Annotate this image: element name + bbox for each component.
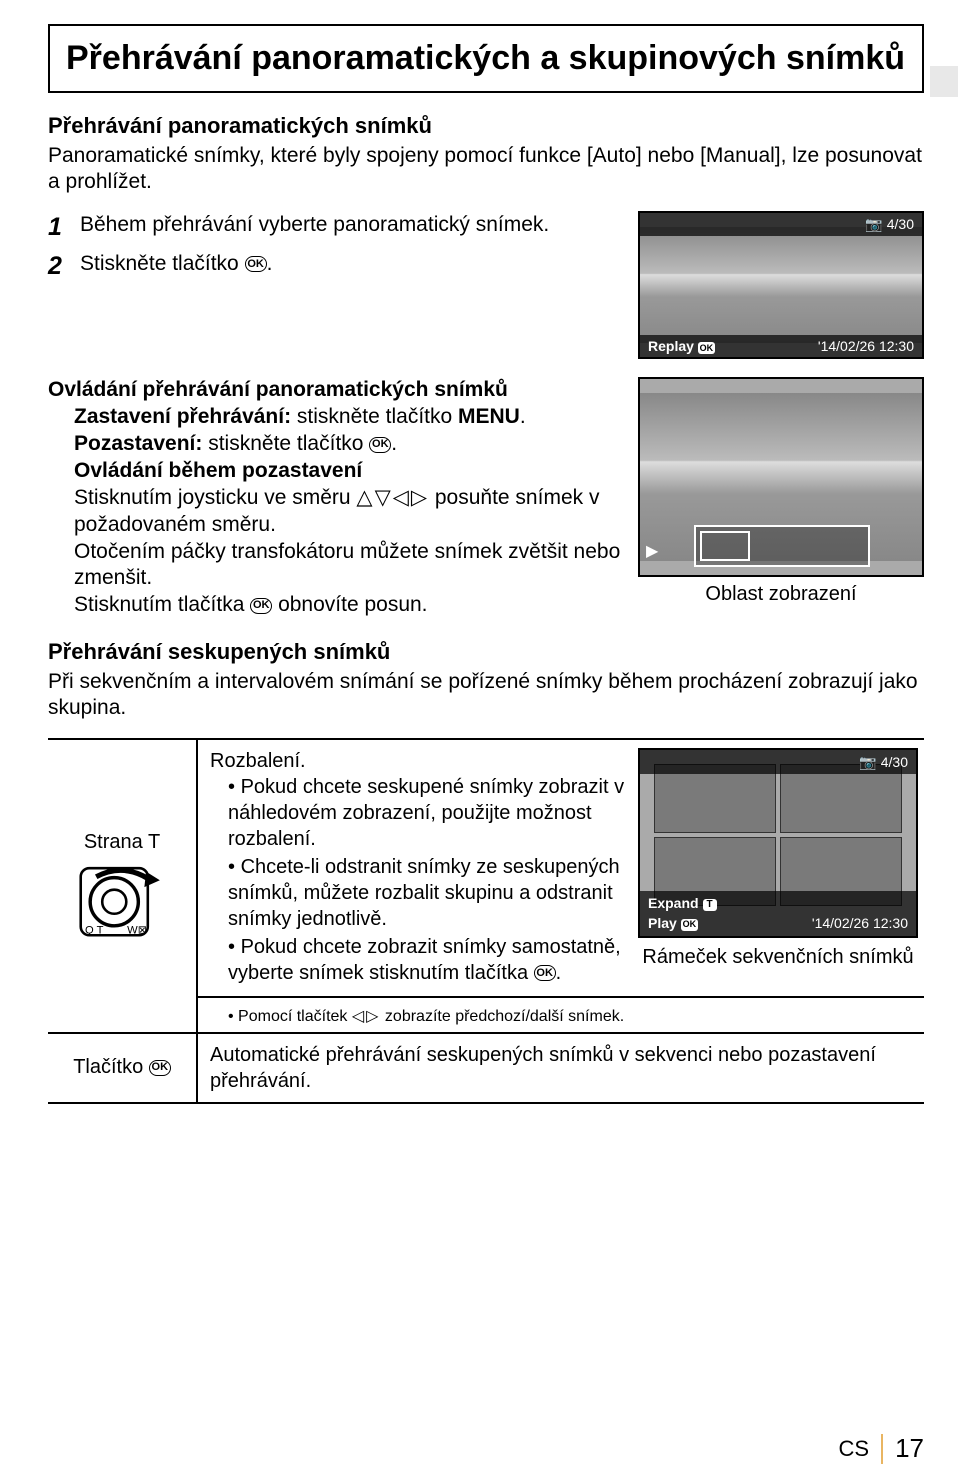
thumb-status-bar: Expand T Play OK '14/02/26 12:30 <box>640 891 916 935</box>
svg-text:W⊠: W⊠ <box>127 925 147 937</box>
zoom-dial-icon: Q T W⊠ <box>79 860 165 940</box>
step-1: 1 Během přehrávání vyberte panoramatický… <box>48 211 626 244</box>
resume-control: Stisknutím tlačítka OK obnovíte posun. <box>74 592 626 619</box>
datetime-label: '14/02/26 12:30 <box>818 338 914 354</box>
lang-code: CS <box>839 1436 870 1462</box>
thumb-counter-bar: 📷 4/30 <box>640 750 916 774</box>
title-text: Přehrávání panoramatických a skupinových… <box>66 39 905 77</box>
pause-control: Pozastavení: stiskněte tlačítko OK. <box>74 431 626 458</box>
svg-text:Q T: Q T <box>85 925 104 937</box>
ok-icon: OK <box>698 342 715 354</box>
replay-label: Replay <box>648 338 694 354</box>
table-row-2-left: Tlačítko OK <box>48 1034 198 1102</box>
section1-intro: Panoramatické snímky, které byly spojeny… <box>48 143 924 196</box>
auto-play-text: Automatické přehrávání seskupených snímk… <box>210 1042 918 1094</box>
controls-table: Strana T Q T W⊠ <box>48 738 924 1104</box>
play-label: Play <box>648 915 677 931</box>
step-number: 2 <box>48 250 70 283</box>
thumbnail-caption: Rámeček sekvenčních snímků <box>638 944 918 970</box>
ok-icon: OK <box>681 919 698 931</box>
ok-icon: OK <box>149 1060 171 1076</box>
menu-label: MENU <box>458 405 520 428</box>
panorama-thumbnail-top: 📷 4/30 Replay OK '14/02/26 12:30 <box>638 211 924 359</box>
joystick-control: Stisknutím joysticku ve směru △▽◁▷ posuň… <box>74 485 626 539</box>
section2-subhead: Přehrávání seskupených snímků <box>48 639 924 665</box>
viewport-marker <box>700 531 750 561</box>
expand-label: Expand <box>648 895 699 911</box>
thumb-status-bar: Replay OK '14/02/26 12:30 <box>640 335 922 357</box>
table-row-2-right: Automatické přehrávání seskupených snímk… <box>198 1034 924 1102</box>
page-title: Přehrávání panoramatických a skupinových… <box>48 24 924 93</box>
expand-bullet-2: Chcete-li odstranit snímky ze seskupenýc… <box>228 854 628 932</box>
stop-control: Zastavení přehrávání: stiskněte tlačítko… <box>74 404 626 431</box>
section2-intro: Při sekvenčním a intervalovém snímání se… <box>48 669 924 722</box>
viewport-indicator <box>694 525 870 567</box>
group-thumbnail: 📷 4/30 Expand T Play OK '14/02/26 12:30 <box>638 748 918 938</box>
expand-bullet-3: Pokud chcete zobrazit snímky samostatně,… <box>228 934 628 986</box>
expand-bullet-1: Pokud chcete seskupené snímky zobrazit v… <box>228 774 628 852</box>
ok-icon: OK <box>245 256 267 272</box>
frame-counter: 4/30 <box>881 754 908 770</box>
nav-bullet: Pomocí tlačítek ◁▷ zobrazíte předchozí/d… <box>228 1006 918 1026</box>
panorama-thumbnail-mid: ▶ <box>638 377 924 577</box>
step-number: 1 <box>48 211 70 244</box>
step-2: 2 Stiskněte tlačítko OK. <box>48 250 626 283</box>
page-footer: CS 17 <box>839 1433 924 1464</box>
ok-button-label: Tlačítko OK <box>73 1056 171 1079</box>
thumbnail-caption: Oblast zobrazení <box>638 583 924 606</box>
direction-arrows-icon: △▽◁▷ <box>356 486 429 509</box>
side-t-label: Strana T <box>84 831 160 854</box>
ok-icon: OK <box>250 598 272 614</box>
ok-icon: OK <box>534 965 556 981</box>
ok-icon: OK <box>369 437 391 453</box>
section1-subhead: Přehrávání panoramatických snímků <box>48 113 924 139</box>
zoom-control: Otočením páčky transfokátoru můžete sním… <box>74 539 626 593</box>
controls-heading: Ovládání přehrávání panoramatických sním… <box>48 377 626 404</box>
table-row-1-sub: Pomocí tlačítek ◁▷ zobrazíte předchozí/d… <box>198 996 924 1032</box>
thumb-counter-bar: 📷 4/30 <box>640 213 922 236</box>
frame-counter: 4/30 <box>887 216 914 232</box>
play-icon: ▶ <box>646 541 658 561</box>
table-row-1-left: Strana T Q T W⊠ <box>48 740 198 1032</box>
left-right-arrows-icon: ◁▷ <box>352 1008 381 1025</box>
page-number: 17 <box>895 1433 924 1464</box>
step-2-text: Stiskněte tlačítko OK. <box>80 250 272 283</box>
t-icon: T <box>703 899 717 911</box>
footer-divider <box>881 1434 883 1464</box>
datetime-label: '14/02/26 12:30 <box>812 914 908 932</box>
expand-heading: Rozbalení. <box>210 748 628 774</box>
step-1-text: Během přehrávání vyberte panoramatický s… <box>80 211 549 244</box>
pause-controls-heading: Ovládání během pozastavení <box>74 458 626 485</box>
